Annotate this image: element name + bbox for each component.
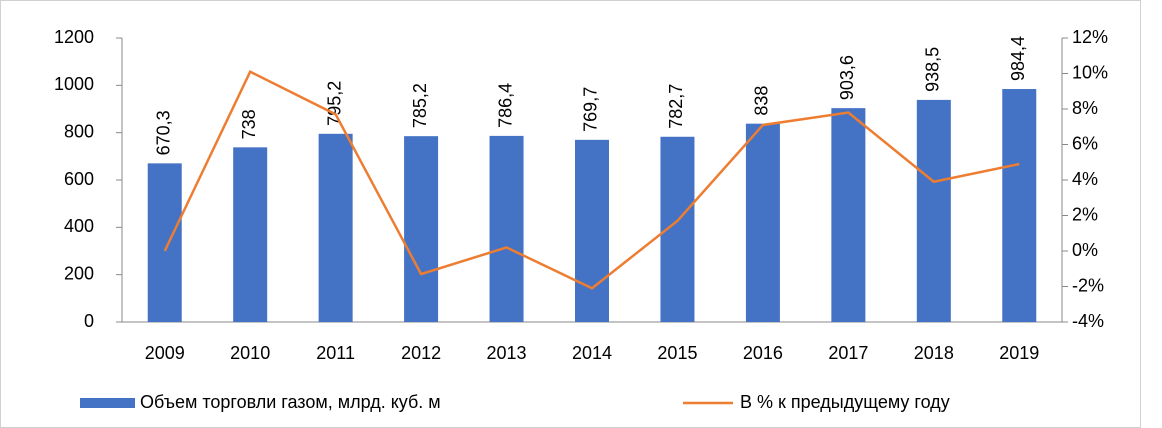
x-tick-label: 2014 bbox=[572, 343, 612, 363]
data-label: 769,7 bbox=[581, 87, 601, 132]
x-tick-label: 2016 bbox=[743, 343, 783, 363]
x-tick-label: 2018 bbox=[914, 343, 954, 363]
y2-tick-label: 12% bbox=[1072, 27, 1108, 47]
y-tick-label: 1000 bbox=[54, 74, 94, 94]
y2-tick-label: 6% bbox=[1072, 133, 1098, 153]
y2-tick-label: 8% bbox=[1072, 98, 1098, 118]
bar bbox=[489, 135, 524, 322]
y-tick-label: 1200 bbox=[54, 27, 94, 47]
data-label: 838 bbox=[752, 86, 772, 116]
y-tick-label: 800 bbox=[64, 121, 94, 141]
data-label: 670,3 bbox=[153, 110, 173, 155]
bar bbox=[831, 108, 866, 322]
x-tick-label: 2019 bbox=[999, 343, 1039, 363]
y2-tick-label: 0% bbox=[1072, 240, 1098, 260]
data-label: 738 bbox=[239, 109, 259, 139]
data-label: 795,2 bbox=[324, 81, 344, 126]
data-label: 782,7 bbox=[666, 84, 686, 129]
legend-label: Объем торговли газом, млрд. куб. м bbox=[140, 392, 441, 412]
bar bbox=[745, 123, 780, 322]
x-tick-label: 2013 bbox=[487, 343, 527, 363]
bar bbox=[1002, 89, 1037, 322]
line bbox=[163, 70, 1020, 290]
legend-swatch bbox=[80, 398, 135, 408]
y2-tick-label: -2% bbox=[1072, 275, 1104, 295]
y2-tick-label: 10% bbox=[1072, 62, 1108, 82]
data-label: 903,6 bbox=[837, 55, 857, 100]
bar bbox=[233, 147, 268, 322]
x-tick-label: 2015 bbox=[657, 343, 697, 363]
bar bbox=[318, 133, 353, 322]
x-tick-label: 2010 bbox=[230, 343, 270, 363]
data-label: 786,4 bbox=[495, 83, 515, 128]
y2-tick-label: -4% bbox=[1072, 311, 1104, 331]
y2-tick-label: 2% bbox=[1072, 204, 1098, 224]
bar bbox=[147, 163, 182, 322]
x-tick-label: 2017 bbox=[828, 343, 868, 363]
legend-label: В % к предыдущему году bbox=[740, 392, 950, 412]
bar bbox=[404, 136, 439, 322]
x-tick-label: 2012 bbox=[401, 343, 441, 363]
y-tick-label: 0 bbox=[84, 311, 94, 331]
data-label: 984,4 bbox=[1008, 36, 1028, 81]
y-tick-label: 200 bbox=[64, 263, 94, 283]
bar bbox=[916, 99, 951, 322]
x-tick-label: 2009 bbox=[145, 343, 185, 363]
bar bbox=[575, 139, 609, 322]
y-tick-label: 600 bbox=[64, 169, 94, 189]
y2-tick-label: 4% bbox=[1072, 169, 1098, 189]
x-tick-label: 2011 bbox=[316, 343, 355, 363]
data-label: 938,5 bbox=[923, 47, 943, 92]
data-label: 785,2 bbox=[410, 83, 430, 128]
y-tick-label: 400 bbox=[64, 216, 94, 236]
